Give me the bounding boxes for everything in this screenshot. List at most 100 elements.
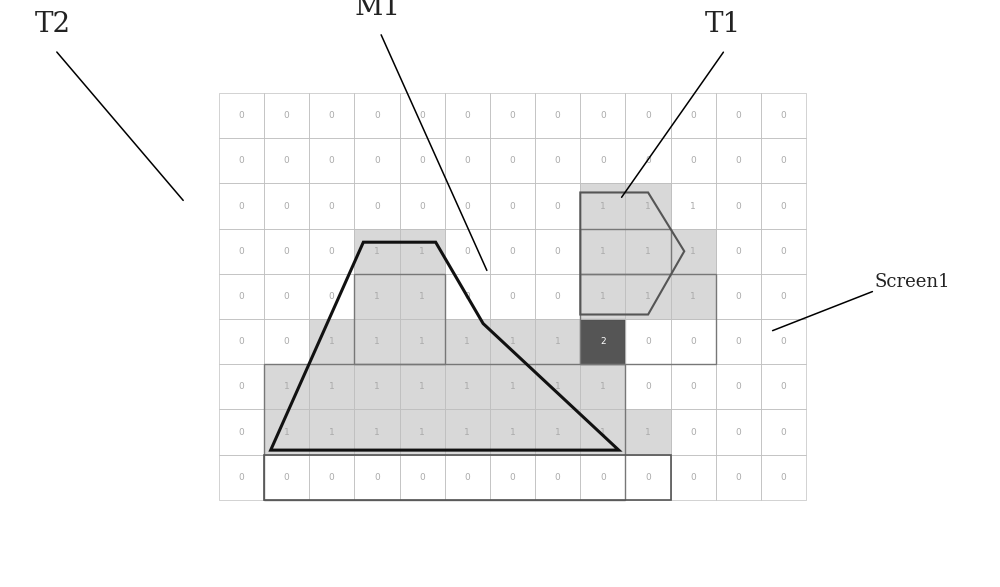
Bar	[580, 138, 625, 183]
Bar	[671, 319, 716, 364]
Bar	[716, 319, 761, 364]
Text: 0: 0	[690, 473, 696, 482]
Text: 0: 0	[419, 473, 425, 482]
Bar	[761, 274, 806, 319]
Text: 1: 1	[555, 382, 561, 392]
Bar	[535, 319, 580, 364]
Text: 0: 0	[600, 111, 606, 120]
Bar	[354, 319, 400, 364]
Bar	[535, 274, 580, 319]
Bar	[535, 364, 580, 410]
Text: 1: 1	[284, 382, 289, 392]
Bar	[671, 183, 716, 228]
Bar	[625, 454, 671, 500]
Text: 0: 0	[284, 111, 289, 120]
Bar	[445, 364, 490, 410]
Bar	[445, 410, 490, 454]
Text: 0: 0	[736, 337, 741, 346]
Bar	[535, 364, 580, 410]
Text: 0: 0	[645, 473, 651, 482]
Bar	[309, 274, 354, 319]
Bar	[625, 228, 671, 274]
Bar	[625, 228, 671, 274]
Bar	[625, 138, 671, 183]
Text: 1: 1	[555, 427, 561, 437]
Bar	[490, 138, 535, 183]
Text: 0: 0	[600, 473, 606, 482]
Bar	[219, 183, 264, 228]
Bar	[354, 274, 400, 319]
Text: 1: 1	[600, 201, 606, 211]
Text: 1: 1	[284, 427, 289, 437]
Bar	[490, 410, 535, 454]
Bar	[400, 319, 445, 364]
Text: 0: 0	[510, 111, 515, 120]
Text: 1: 1	[690, 247, 696, 256]
Text: Screen1: Screen1	[875, 273, 951, 291]
Text: 1: 1	[600, 292, 606, 301]
Bar	[219, 364, 264, 410]
Bar	[625, 183, 671, 228]
Bar	[625, 183, 671, 228]
Text: 1: 1	[464, 427, 470, 437]
Bar	[354, 364, 400, 410]
Text: 1: 1	[329, 382, 335, 392]
Text: 1: 1	[555, 337, 561, 346]
Bar	[445, 228, 490, 274]
Text: 0: 0	[238, 111, 244, 120]
Text: 1: 1	[464, 337, 470, 346]
Bar	[625, 410, 671, 454]
Bar	[354, 93, 400, 138]
Text: 0: 0	[419, 111, 425, 120]
Text: 1: 1	[645, 247, 651, 256]
Bar	[716, 93, 761, 138]
Bar	[580, 183, 625, 228]
Bar	[445, 410, 490, 454]
Bar	[264, 454, 671, 500]
Text: 0: 0	[736, 292, 741, 301]
Bar	[625, 319, 671, 364]
Bar	[580, 364, 625, 410]
Bar	[309, 183, 354, 228]
Text: 1: 1	[600, 427, 606, 437]
Bar	[625, 93, 671, 138]
Bar	[761, 93, 806, 138]
Text: 0: 0	[329, 247, 335, 256]
Text: 1: 1	[419, 382, 425, 392]
Bar	[219, 93, 264, 138]
Bar	[309, 410, 354, 454]
Text: 0: 0	[238, 427, 244, 437]
Text: 0: 0	[736, 247, 741, 256]
Bar	[219, 138, 264, 183]
Bar	[354, 183, 400, 228]
Bar	[535, 138, 580, 183]
Text: 0: 0	[645, 382, 651, 392]
Text: 2: 2	[600, 337, 606, 346]
Bar	[580, 228, 625, 274]
Bar	[716, 364, 761, 410]
Bar	[400, 274, 445, 319]
Text: 0: 0	[374, 111, 380, 120]
Bar	[445, 93, 490, 138]
Text: 1: 1	[690, 201, 696, 211]
Bar	[219, 410, 264, 454]
Text: 0: 0	[736, 427, 741, 437]
Bar	[671, 410, 716, 454]
Bar	[761, 228, 806, 274]
Bar	[625, 410, 671, 454]
Text: 0: 0	[329, 201, 335, 211]
Bar	[535, 183, 580, 228]
Bar	[445, 319, 490, 364]
Bar	[354, 454, 400, 500]
Text: 0: 0	[781, 247, 787, 256]
Bar	[309, 93, 354, 138]
Text: 0: 0	[781, 201, 787, 211]
Bar	[580, 274, 625, 319]
Text: 0: 0	[464, 201, 470, 211]
Text: 0: 0	[781, 337, 787, 346]
Bar	[264, 410, 309, 454]
Text: 1: 1	[645, 427, 651, 437]
Bar	[400, 454, 445, 500]
Bar	[490, 454, 535, 500]
Text: 1: 1	[690, 292, 696, 301]
